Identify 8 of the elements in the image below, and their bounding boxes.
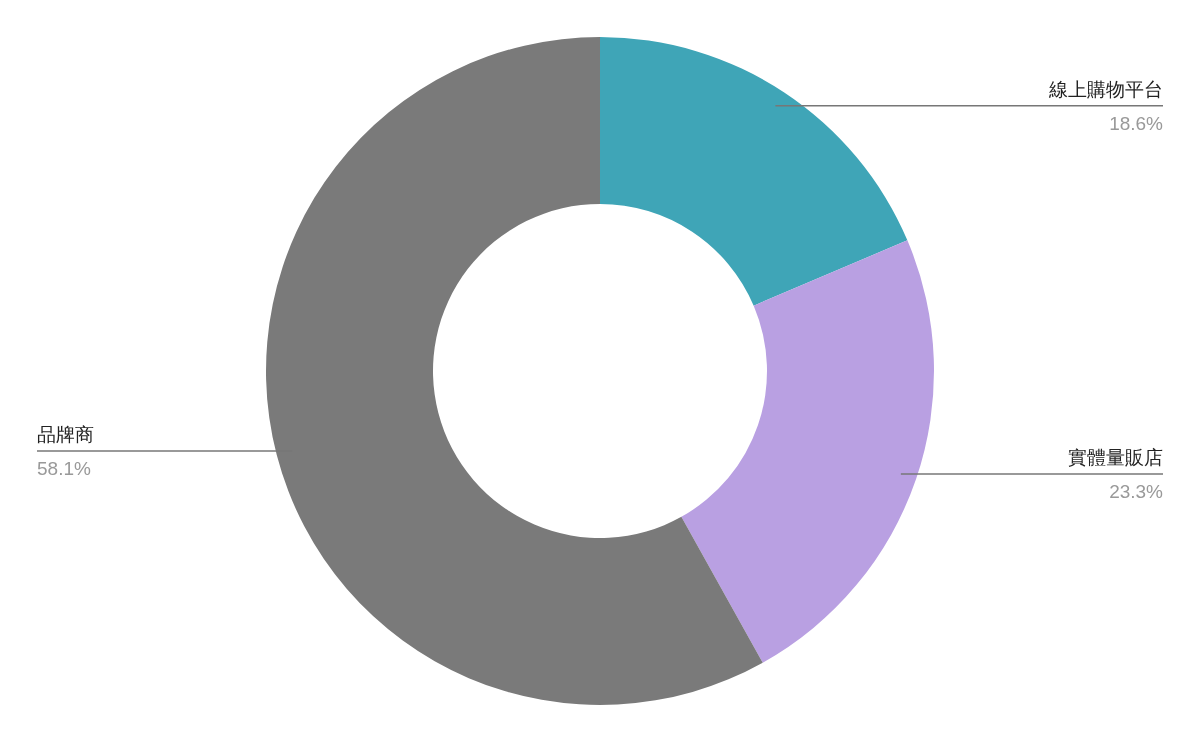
data-label: 23.3% xyxy=(1109,481,1164,503)
data-label: 18.6% xyxy=(1109,112,1164,134)
slice-label: 品牌商 xyxy=(37,423,94,446)
slice-label: 實體量販店 xyxy=(1068,446,1163,469)
donut-slice xyxy=(681,240,934,663)
slice-label: 線上購物平台 xyxy=(1048,77,1163,100)
data-label: 58.1% xyxy=(37,458,91,480)
donut-slice xyxy=(600,37,908,306)
